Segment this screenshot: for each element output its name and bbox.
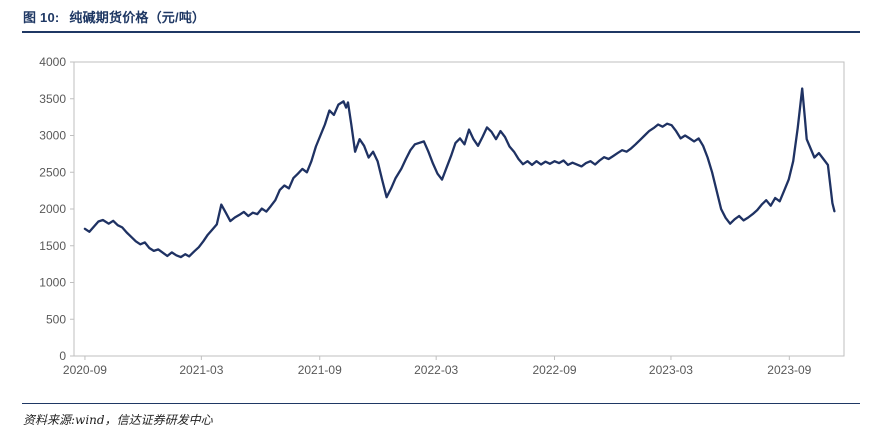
chart-area: 0 500 1000 1500 2000 2500 3000 3500 4000 2020-09 2… <box>22 45 860 380</box>
y-tick-label: 3500 <box>39 92 66 106</box>
price-line-chart: 0 500 1000 1500 2000 2500 3000 3500 4000 2020-09 2… <box>39 55 845 377</box>
header-divider <box>22 31 860 33</box>
y-tick-label: 1500 <box>39 239 66 253</box>
y-tick-label: 3000 <box>39 129 66 143</box>
figure-label: 图 10: <box>23 10 60 25</box>
x-tick-label: 2021-03 <box>179 363 223 377</box>
y-tick-label: 0 <box>59 349 66 363</box>
x-tick-label: 2023-03 <box>649 363 693 377</box>
x-tick-label: 2020-09 <box>63 363 107 377</box>
y-tick-label: 4000 <box>39 55 66 69</box>
plot-border <box>73 61 845 357</box>
x-tick-label: 2022-09 <box>533 363 577 377</box>
footer-divider <box>22 403 860 404</box>
price-line <box>83 87 836 259</box>
figure-title: 纯碱期货价格（元/吨） <box>69 10 206 25</box>
source-note: 资料来源:wind，信达证券研发中心 <box>23 413 213 427</box>
y-tick-label: 500 <box>46 312 66 326</box>
x-tick-label: 2023-09 <box>767 363 811 377</box>
x-tick-label: 2021-09 <box>298 363 342 377</box>
y-tick-label: 1000 <box>39 276 66 290</box>
x-tick-label: 2022-03 <box>414 363 458 377</box>
figure-header: 图 10: 纯碱期货价格（元/吨） <box>22 5 860 31</box>
y-tick-label: 2500 <box>39 165 66 179</box>
y-tick-label: 2000 <box>39 202 66 216</box>
